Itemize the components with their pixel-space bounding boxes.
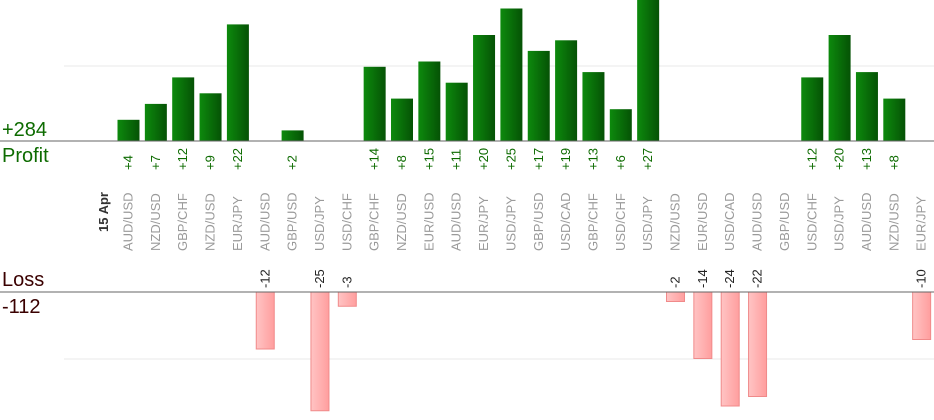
category-label: NZD/USD xyxy=(668,193,683,251)
profit-bar xyxy=(281,130,304,141)
category-label: NZD/USD xyxy=(394,193,409,251)
value-label: +13 xyxy=(585,148,600,170)
value-label: +15 xyxy=(421,148,436,170)
category-label: USD/JPY xyxy=(503,196,518,251)
value-label: -22 xyxy=(750,269,765,288)
profit-bar xyxy=(855,72,878,141)
value-label: +2 xyxy=(285,155,300,170)
profit-total: +284 xyxy=(2,119,48,141)
loss-bar xyxy=(666,291,685,302)
value-label: -25 xyxy=(312,269,327,288)
category-label: AUD/USD xyxy=(750,192,765,251)
category-label: GBP/CHF xyxy=(175,193,190,251)
category-label: AUD/USD xyxy=(859,192,874,251)
loss-bar xyxy=(748,291,768,397)
category-labels: AUD/USD NZD/USD GBP/CHF NZD/USD EUR/JPY AUD/U… xyxy=(121,192,929,251)
loss-bar xyxy=(310,291,330,412)
value-label: -2 xyxy=(668,276,683,288)
profit-bar xyxy=(473,35,496,141)
value-label: -24 xyxy=(722,269,737,288)
value-label: +12 xyxy=(175,148,190,170)
value-label: +20 xyxy=(832,148,847,170)
loss-label: Loss xyxy=(2,269,45,291)
category-label: USD/CAD xyxy=(558,192,573,251)
profit-label: Profit xyxy=(2,145,49,167)
profit-bar xyxy=(445,82,468,141)
category-label: NZD/USD xyxy=(148,193,163,251)
category-label: USD/CHF xyxy=(804,193,819,251)
category-label: AUD/USD xyxy=(257,192,272,251)
value-label: +17 xyxy=(531,148,546,170)
category-label: AUD/USD xyxy=(121,192,136,251)
profit-bar xyxy=(582,72,605,141)
profit-bar xyxy=(637,0,660,141)
value-label: +19 xyxy=(558,148,573,170)
value-label: +12 xyxy=(804,148,819,170)
category-label: GBP/USD xyxy=(285,192,300,251)
value-label: +14 xyxy=(367,148,382,170)
loss-bar xyxy=(255,291,275,350)
category-label: EUR/JPY xyxy=(476,196,491,251)
profit-bar xyxy=(199,93,222,141)
profit-bar xyxy=(883,98,906,141)
loss-bar xyxy=(693,291,713,359)
category-label: EUR/JPY xyxy=(914,196,929,251)
value-label: -3 xyxy=(339,276,354,288)
category-label: USD/CHF xyxy=(613,193,628,251)
value-label: +9 xyxy=(203,155,218,170)
category-label: EUR/USD xyxy=(695,192,710,251)
category-label: USD/JPY xyxy=(832,196,847,251)
value-label: +11 xyxy=(449,149,464,170)
profit-bar xyxy=(172,77,195,141)
profit-bar xyxy=(500,8,523,141)
bars xyxy=(117,0,932,412)
profit-bar xyxy=(363,66,386,141)
category-label: USD/CHF xyxy=(339,193,354,251)
profit-bar xyxy=(801,77,824,141)
loss-total: -112 xyxy=(2,296,41,318)
value-label: +25 xyxy=(503,148,518,170)
profit-bar xyxy=(117,119,140,141)
value-label: +8 xyxy=(886,155,901,170)
profit-bar xyxy=(609,109,632,141)
value-label: +6 xyxy=(613,155,628,170)
value-label: -10 xyxy=(914,269,929,288)
category-label: NZD/USD xyxy=(203,193,218,251)
category-label: USD/JPY xyxy=(312,196,327,251)
profit-bar xyxy=(828,35,851,141)
profit-bar xyxy=(527,50,550,141)
profit-bar xyxy=(418,61,441,141)
date-label: 15 Apr xyxy=(96,192,111,232)
value-label: -12 xyxy=(257,269,272,288)
category-label: NZD/USD xyxy=(886,193,901,251)
category-label: USD/CAD xyxy=(722,192,737,251)
value-label: +22 xyxy=(230,148,245,170)
loss-bar xyxy=(912,291,932,340)
loss-bar xyxy=(720,291,740,407)
profit-bar xyxy=(391,98,413,141)
value-label: +7 xyxy=(148,155,163,170)
category-label: USD/JPY xyxy=(640,196,655,251)
category-label: GBP/USD xyxy=(531,192,546,251)
category-label: GBP/CHF xyxy=(585,193,600,251)
grid-lines xyxy=(64,65,934,360)
value-labels: +4 +7 +12 +9 +22 -12 +2 -25 -3 +14 +8 +15 +11 +20 +25 +… xyxy=(121,148,929,288)
category-label: EUR/JPY xyxy=(230,196,245,251)
value-label: -14 xyxy=(695,269,710,288)
profit-bar xyxy=(144,103,167,141)
category-label: GBP/USD xyxy=(777,192,792,251)
category-label: GBP/CHF xyxy=(367,193,382,251)
category-label: EUR/USD xyxy=(421,192,436,251)
loss-bar xyxy=(337,291,357,307)
value-label: +4 xyxy=(121,155,136,170)
value-label: +27 xyxy=(640,148,655,170)
category-label: AUD/USD xyxy=(449,192,464,251)
value-label: +20 xyxy=(476,148,491,170)
profit-bar xyxy=(226,24,249,141)
value-label: +8 xyxy=(394,155,409,170)
value-label: +13 xyxy=(859,148,874,170)
profit-bar xyxy=(555,40,578,141)
